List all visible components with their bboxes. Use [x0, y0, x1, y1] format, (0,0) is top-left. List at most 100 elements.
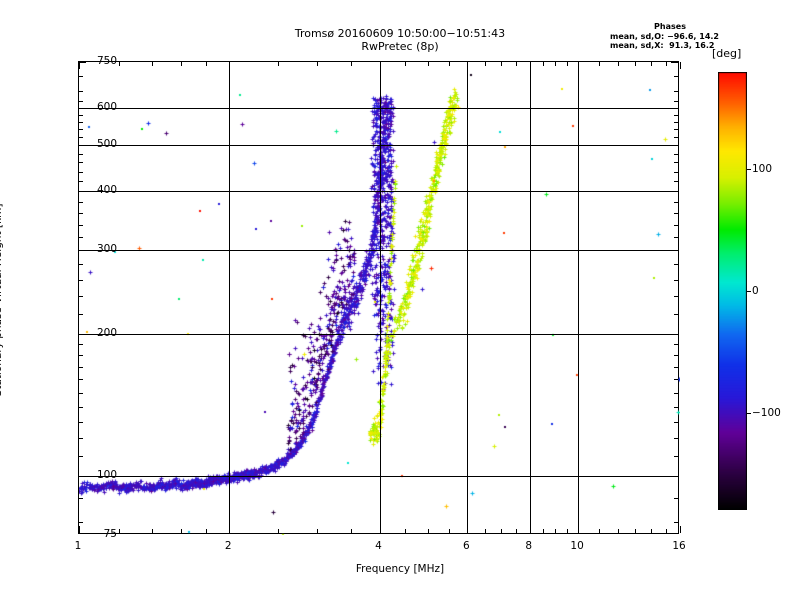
gridline-vertical [380, 62, 381, 533]
y-axis-tick [79, 181, 83, 182]
x-axis-tick [278, 62, 279, 66]
y-axis-tick-label: 600 [96, 100, 117, 113]
gridline-horizontal [79, 334, 678, 335]
y-axis-tick [79, 367, 83, 368]
gridline-vertical [578, 62, 579, 533]
x-axis-tick [467, 62, 468, 69]
x-axis-tick [278, 529, 279, 533]
y-axis-tick-label: 300 [96, 243, 117, 256]
x-axis-tick [555, 62, 556, 66]
y-axis-tick [79, 379, 83, 380]
y-axis-tick [674, 379, 678, 380]
y-axis-tick [79, 108, 86, 109]
x-axis-tick [635, 62, 636, 66]
x-axis-tick [599, 529, 600, 533]
y-axis-tick [674, 76, 678, 77]
x-axis-tick [206, 529, 207, 533]
y-axis-tick [79, 422, 83, 423]
y-axis-tick [674, 456, 678, 457]
plot-title: Tromsø 20160609 10:50:00−10:51:43 [294, 27, 506, 40]
gridline-horizontal [79, 250, 678, 251]
y-axis-tick [79, 122, 83, 123]
x-axis-title: Frequency [MHz] [355, 563, 445, 575]
y-axis-tick [79, 280, 83, 281]
y-axis-tick [79, 162, 83, 163]
x-axis-tick [351, 62, 352, 66]
y-axis-tick [79, 213, 83, 214]
y-axis-tick [79, 355, 83, 356]
x-axis-tick [206, 62, 207, 66]
y-axis-tick [79, 101, 83, 102]
y-axis-tick [674, 393, 678, 394]
y-axis-tick [674, 172, 678, 173]
y-axis-tick [79, 129, 83, 130]
y-axis-tick [674, 355, 678, 356]
y-axis-tick-label: 400 [96, 184, 117, 197]
y-axis-tick [79, 76, 83, 77]
colorbar-tick-mark [747, 413, 751, 414]
y-axis-tick [674, 162, 678, 163]
colorbar [718, 72, 747, 510]
y-axis-tick [674, 264, 678, 265]
phase-statistics-annotation: Phases mean, sd,O: −96.6, 14.2 mean, sd,… [596, 22, 782, 51]
x-axis-tick [578, 526, 579, 533]
y-axis-tick [79, 438, 83, 439]
y-axis-tick-label: 500 [96, 138, 117, 151]
colorbar-title: [deg] [712, 47, 742, 60]
y-axis-tick [674, 522, 678, 523]
y-axis-tick [671, 108, 678, 109]
x-axis-tick [485, 529, 486, 533]
x-axis-tick [152, 62, 153, 66]
y-axis-tick [674, 202, 678, 203]
x-axis-tick [501, 62, 502, 66]
x-axis-tick [530, 62, 531, 69]
colorbar-tick-label: 0 [752, 285, 759, 297]
y-axis-tick-label: 750 [96, 55, 117, 67]
y-axis-tick [674, 407, 678, 408]
y-axis-tick [674, 344, 678, 345]
y-axis-tick [674, 129, 678, 130]
x-axis-tick [666, 62, 667, 66]
y-axis-tick [79, 250, 86, 251]
y-axis-tick [79, 314, 83, 315]
x-axis-tick [351, 529, 352, 533]
y-axis-tick [674, 314, 678, 315]
x-axis-tick [680, 62, 681, 69]
x-axis-tick [516, 529, 517, 533]
x-axis-tick [380, 526, 381, 533]
y-axis-tick [674, 237, 678, 238]
x-axis-tick [405, 62, 406, 66]
colorbar-gradient [718, 72, 747, 510]
y-axis-tick [674, 122, 678, 123]
y-axis-tick [79, 456, 83, 457]
x-axis-tick-label: 10 [570, 540, 584, 552]
y-axis-tick [674, 438, 678, 439]
x-axis-tick [449, 529, 450, 533]
colorbar-tick-label: 100 [752, 163, 773, 176]
y-axis-tick [671, 191, 678, 192]
x-axis-tick [555, 529, 556, 533]
y-axis-tick-label: 75 [103, 528, 117, 540]
y-axis-tick [79, 91, 83, 92]
x-axis-tick [651, 62, 652, 66]
y-axis-tick [79, 191, 86, 192]
x-axis-tick [229, 62, 230, 69]
y-axis-tick [79, 296, 83, 297]
scatter-points-canvas [79, 62, 680, 535]
y-axis-tick [674, 367, 678, 368]
colorbar-tick-label: −100 [752, 406, 781, 419]
x-axis-tick [485, 62, 486, 66]
y-axis-tick [671, 62, 678, 63]
y-axis-tick-label: 200 [96, 326, 117, 339]
y-axis-tick [79, 115, 83, 116]
y-axis-tick [674, 91, 678, 92]
y-axis-tick [674, 280, 678, 281]
y-axis-tick [79, 237, 83, 238]
y-axis-tick [674, 296, 678, 297]
y-axis-tick [674, 154, 678, 155]
x-axis-tick [516, 62, 517, 66]
x-axis-tick-label: 1 [74, 540, 82, 552]
x-axis-tick [543, 62, 544, 66]
x-axis-tick-label: 16 [672, 540, 686, 552]
x-axis-tick [680, 526, 681, 533]
